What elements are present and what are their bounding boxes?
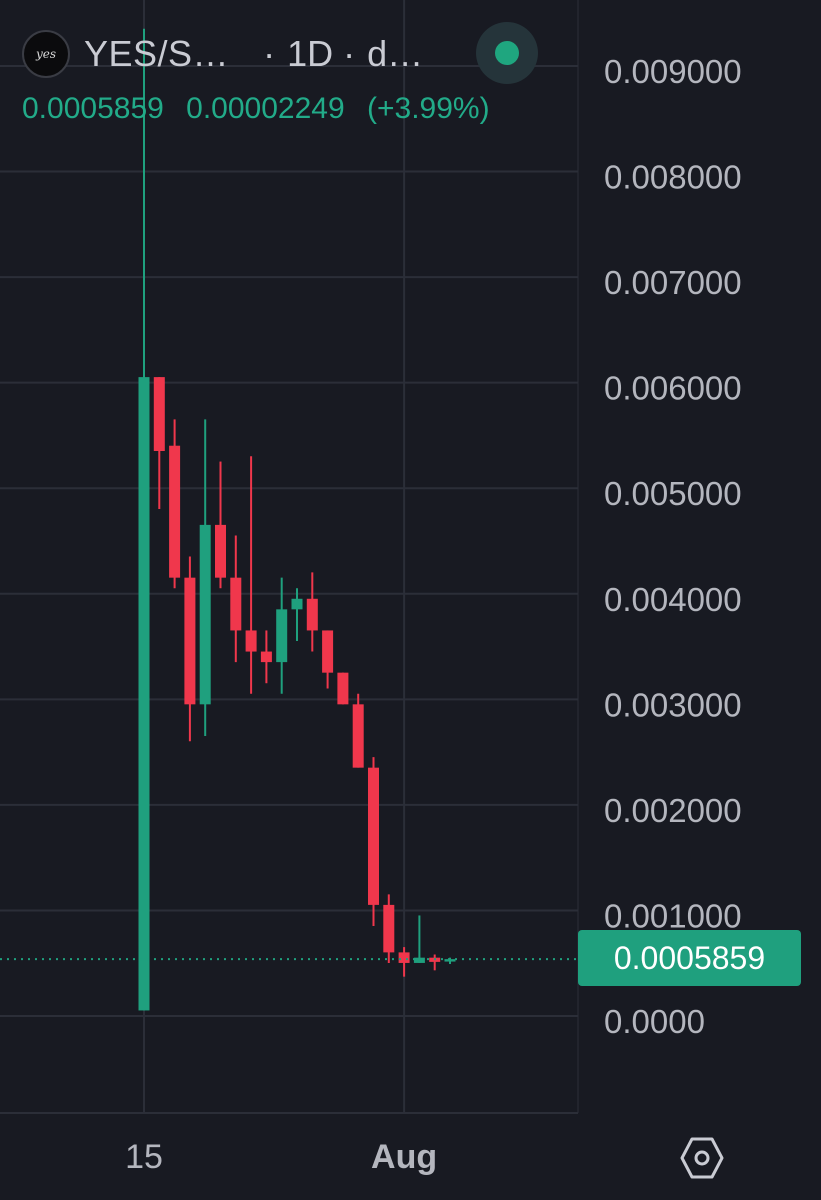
y-axis: 0.009000 0.008000 0.007000 0.006000 0.005000…	[604, 53, 742, 1040]
market-status[interactable]	[476, 22, 538, 84]
candle-body	[368, 767, 379, 905]
x-tick-label: 15	[125, 1138, 163, 1176]
candle-body	[444, 959, 456, 962]
y-tick-label: 0.003000	[604, 686, 742, 723]
candle	[215, 461, 226, 589]
candle-body	[291, 598, 303, 610]
interval-label[interactable]: 1D ·	[287, 33, 356, 74]
y-tick-label: 0.009000	[604, 53, 742, 90]
candle	[322, 630, 334, 689]
candle	[230, 535, 242, 663]
candle-body	[337, 672, 349, 705]
candle-body	[245, 630, 257, 652]
candle	[413, 915, 425, 963]
candle	[383, 894, 395, 963]
candles	[0, 28, 578, 1011]
candle-body	[276, 609, 288, 663]
candle	[199, 419, 211, 736]
candle	[260, 630, 272, 684]
candle	[169, 419, 181, 589]
candle	[352, 693, 364, 768]
candle-body	[230, 577, 242, 631]
x-tick-label: Aug	[371, 1138, 438, 1176]
candle-body	[260, 651, 272, 663]
price-change: 0.00002249	[186, 92, 345, 125]
exchange-label: d…	[367, 33, 424, 74]
candle-body	[306, 598, 318, 631]
candle	[184, 556, 196, 742]
candle	[306, 572, 318, 652]
current-price-label: 0.0005859	[578, 930, 801, 986]
last-price: 0.0005859	[22, 92, 164, 125]
candle	[245, 456, 257, 694]
live-status-dot-icon	[495, 41, 519, 65]
candle-body	[184, 577, 196, 705]
candle-body	[215, 524, 226, 578]
token-logo-icon: yes	[22, 30, 70, 78]
candle-body	[169, 445, 181, 578]
candle-body	[322, 630, 334, 673]
price-change-percent: (+3.99%)	[367, 92, 490, 125]
candle-body	[199, 524, 211, 705]
candle	[276, 577, 288, 694]
y-tick-label: 0.005000	[604, 475, 742, 512]
candle	[138, 28, 150, 1011]
grid-lines	[0, 0, 579, 1114]
candle	[153, 377, 165, 510]
token-logo-text: yes	[35, 47, 57, 61]
candle-body	[413, 957, 425, 963]
candle-body	[383, 904, 395, 953]
symbol-label[interactable]: YES/S…	[84, 33, 230, 74]
candle	[368, 757, 379, 926]
y-tick-label: 0.007000	[604, 264, 742, 301]
y-tick-label: 0.006000	[604, 370, 742, 407]
y-tick-label: 0.002000	[604, 792, 742, 829]
separator: ·	[263, 33, 276, 74]
settings-icon[interactable]	[680, 1136, 724, 1180]
candle	[337, 672, 349, 705]
candle	[398, 947, 410, 977]
y-tick-label: 0.004000	[604, 581, 742, 618]
candle-body	[138, 377, 150, 1011]
chart-header: yes YES/S… · 1D · d…	[22, 28, 423, 80]
candle	[429, 954, 441, 971]
y-tick-label: 0.008000	[604, 159, 742, 196]
y-tick-label: 0.0000	[604, 1003, 705, 1040]
y-tick-label: 0.001000	[604, 897, 742, 934]
candle-body	[352, 704, 364, 768]
quote-row: 0.0005859 0.00002249 (+3.99%)	[22, 92, 504, 126]
candle-body	[153, 377, 165, 451]
candle-body	[398, 952, 410, 963]
candle	[291, 588, 303, 641]
